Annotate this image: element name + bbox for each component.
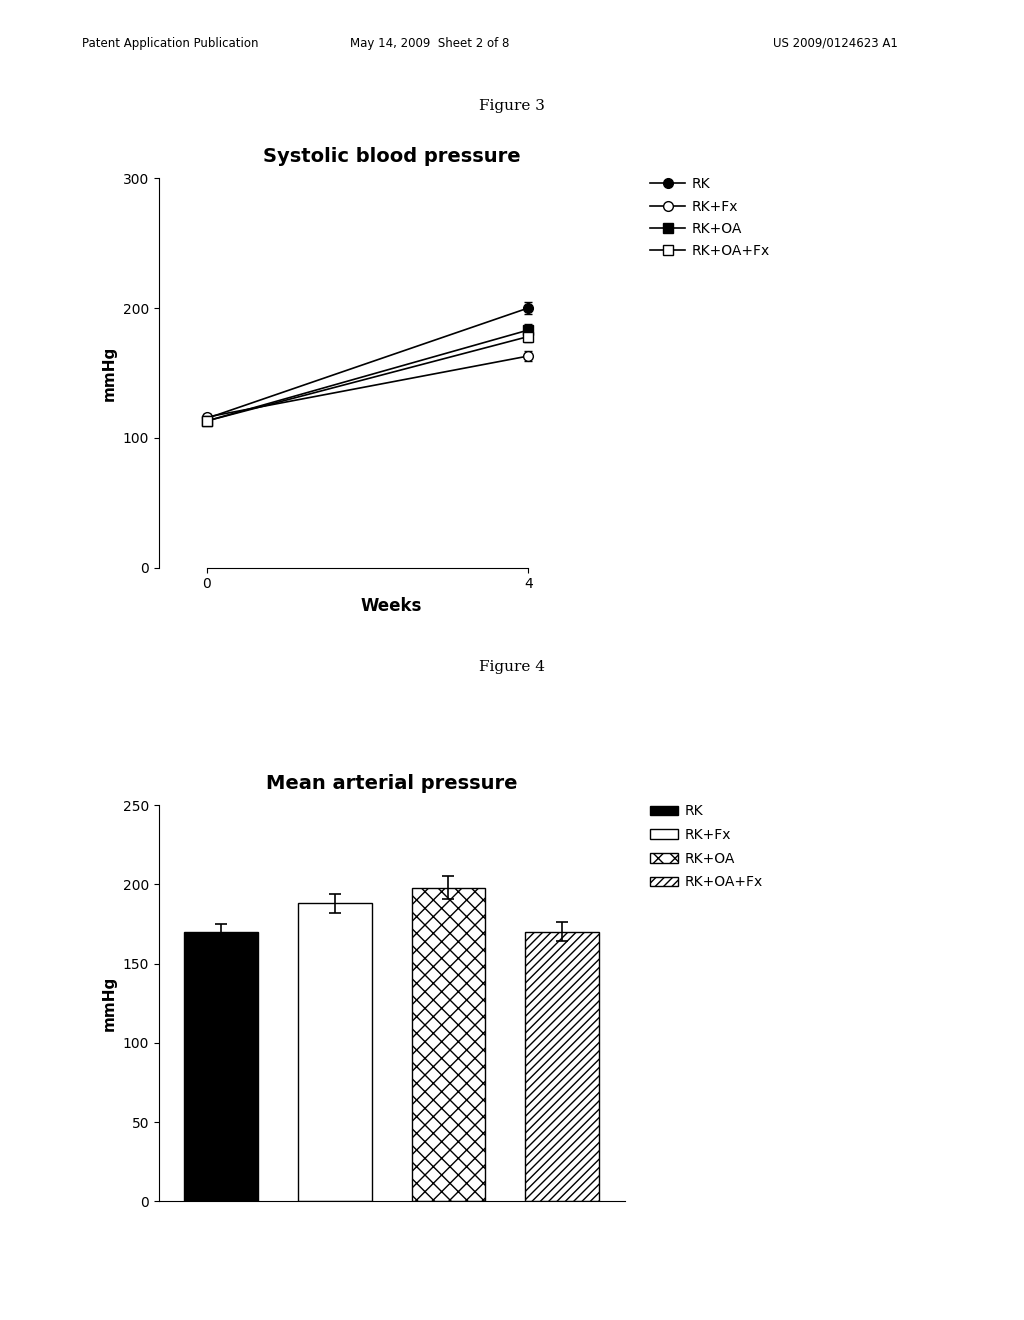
Bar <box>525 932 599 1201</box>
Legend: RK, RK+Fx, RK+OA, RK+OA+Fx: RK, RK+Fx, RK+OA, RK+OA+Fx <box>650 804 763 890</box>
Legend: RK, RK+Fx, RK+OA, RK+OA+Fx: RK, RK+Fx, RK+OA, RK+OA+Fx <box>650 177 770 259</box>
Text: Patent Application Publication: Patent Application Publication <box>82 37 258 50</box>
Y-axis label: mmHg: mmHg <box>102 975 117 1031</box>
Text: US 2009/0124623 A1: US 2009/0124623 A1 <box>773 37 898 50</box>
Bar <box>184 932 258 1201</box>
Text: Figure 4: Figure 4 <box>479 660 545 675</box>
Title: Systolic blood pressure: Systolic blood pressure <box>263 147 520 165</box>
X-axis label: Weeks: Weeks <box>361 597 422 615</box>
Text: May 14, 2009  Sheet 2 of 8: May 14, 2009 Sheet 2 of 8 <box>350 37 510 50</box>
Y-axis label: mmHg: mmHg <box>102 346 117 400</box>
Title: Mean arterial pressure: Mean arterial pressure <box>266 774 517 792</box>
Bar <box>298 903 372 1201</box>
Bar <box>412 887 485 1201</box>
Text: Figure 3: Figure 3 <box>479 99 545 114</box>
